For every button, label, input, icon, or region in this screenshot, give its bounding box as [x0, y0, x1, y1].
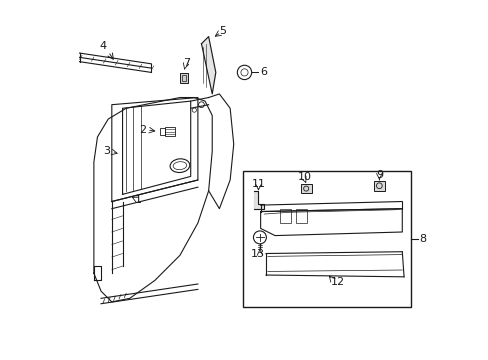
Polygon shape — [201, 37, 215, 94]
Bar — [160, 128, 165, 135]
Text: 4: 4 — [99, 41, 106, 50]
Text: 5: 5 — [219, 26, 226, 36]
Text: 12: 12 — [330, 277, 344, 287]
Bar — [165, 127, 174, 136]
Text: 8: 8 — [418, 234, 426, 244]
Text: 11: 11 — [251, 179, 265, 189]
Text: 6: 6 — [260, 67, 267, 77]
Polygon shape — [254, 192, 264, 210]
Bar — [280, 209, 290, 223]
Bar — [300, 184, 311, 193]
Text: 13: 13 — [251, 248, 264, 258]
Text: 2: 2 — [139, 125, 145, 135]
Text: 1: 1 — [135, 195, 142, 205]
Text: 7: 7 — [183, 58, 189, 68]
Bar — [180, 73, 187, 83]
Text: 9: 9 — [375, 170, 382, 180]
Bar — [242, 171, 410, 307]
Text: 3: 3 — [103, 146, 110, 156]
Bar — [373, 181, 384, 191]
Bar — [182, 75, 185, 81]
Bar — [296, 209, 306, 223]
Text: 10: 10 — [297, 172, 311, 183]
